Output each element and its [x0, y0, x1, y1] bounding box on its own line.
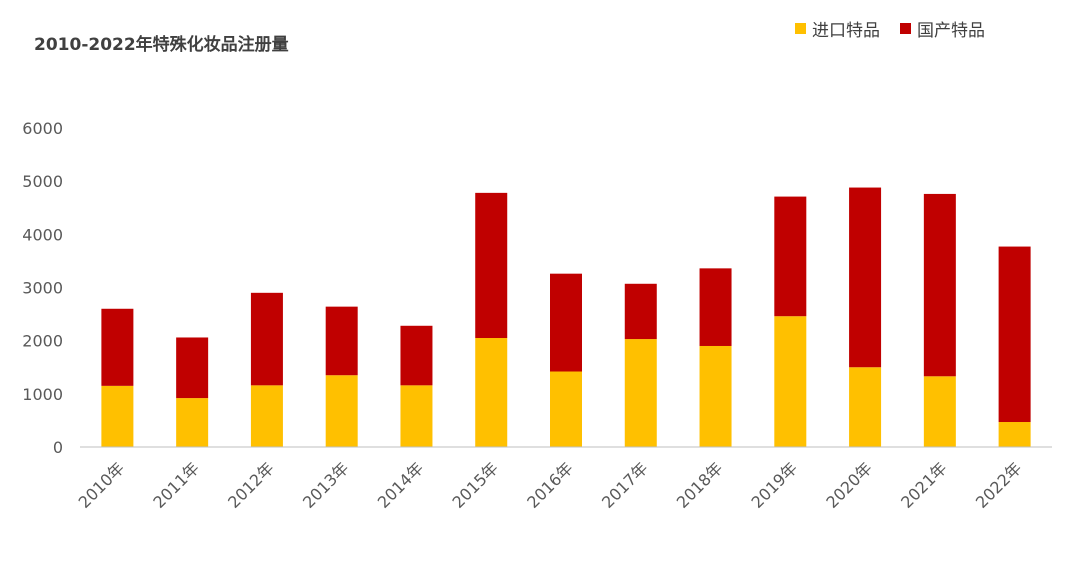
- x-tick-label: 2016年: [523, 458, 577, 512]
- bar-segment-domestic: [699, 268, 732, 346]
- bar-segment-imported: [998, 422, 1031, 447]
- x-tick-label: 2013年: [299, 458, 353, 512]
- bar-segment-domestic: [325, 306, 358, 376]
- bar-segment-imported: [176, 398, 209, 447]
- x-tick-label: 2020年: [822, 458, 876, 512]
- x-tick-label: 2021年: [897, 458, 951, 512]
- bar-segment-imported: [250, 385, 283, 447]
- x-tick-label: 2014年: [374, 458, 428, 512]
- x-tick-label: 2011年: [149, 458, 203, 512]
- bar-segment-domestic: [550, 273, 582, 372]
- bar-segment-domestic: [250, 292, 283, 386]
- bar-segment-imported: [550, 371, 582, 447]
- bar-segment-imported: [475, 338, 508, 447]
- x-tick-label: 2010年: [75, 458, 129, 512]
- x-tick-label: 2022年: [972, 458, 1026, 512]
- bar-segment-domestic: [624, 283, 657, 340]
- bar-segment-imported: [325, 375, 358, 447]
- legend-label-domestic: 国产特品: [917, 21, 985, 41]
- x-tick-label: 2017年: [598, 458, 652, 512]
- y-tick-label: 5000: [22, 172, 63, 191]
- legend-item-imported: 进口特品: [795, 16, 880, 41]
- y-tick-label: 1000: [22, 385, 63, 404]
- y-tick-label: 4000: [22, 225, 63, 244]
- bar-segment-domestic: [176, 337, 209, 399]
- legend-swatch-imported: [795, 23, 806, 34]
- bar-segment-domestic: [475, 192, 508, 339]
- legend-swatch-domestic: [900, 23, 911, 34]
- x-tick-label: 2019年: [748, 458, 802, 512]
- legend-label-imported: 进口特品: [812, 21, 880, 41]
- bar-segment-imported: [400, 385, 433, 447]
- bar-segment-imported: [624, 339, 657, 447]
- bar-segment-domestic: [101, 308, 134, 386]
- y-tick-label: 6000: [22, 119, 63, 138]
- x-tick-label: 2012年: [224, 458, 278, 512]
- bar-segment-domestic: [998, 246, 1031, 423]
- bar-segment-domestic: [849, 187, 882, 368]
- legend-item-domestic: 国产特品: [900, 16, 985, 41]
- bar-segment-domestic: [400, 325, 433, 386]
- bar-segment-imported: [849, 367, 882, 447]
- bar-segment-imported: [923, 376, 956, 447]
- chart-title: 2010-2022年特殊化妆品注册量: [34, 35, 289, 55]
- y-tick-label: 0: [53, 438, 63, 457]
- legend: 进口特品 国产特品: [795, 16, 985, 41]
- bar-segment-imported: [699, 345, 732, 447]
- bar-segment-imported: [774, 316, 807, 447]
- x-tick-label: 2015年: [449, 458, 503, 512]
- x-tick-label: 2018年: [673, 458, 727, 512]
- bar-segment-domestic: [774, 196, 807, 317]
- bar-segment-domestic: [923, 193, 956, 377]
- y-tick-label: 3000: [22, 279, 63, 298]
- bar-segment-imported: [101, 385, 134, 447]
- y-tick-label: 2000: [22, 332, 63, 351]
